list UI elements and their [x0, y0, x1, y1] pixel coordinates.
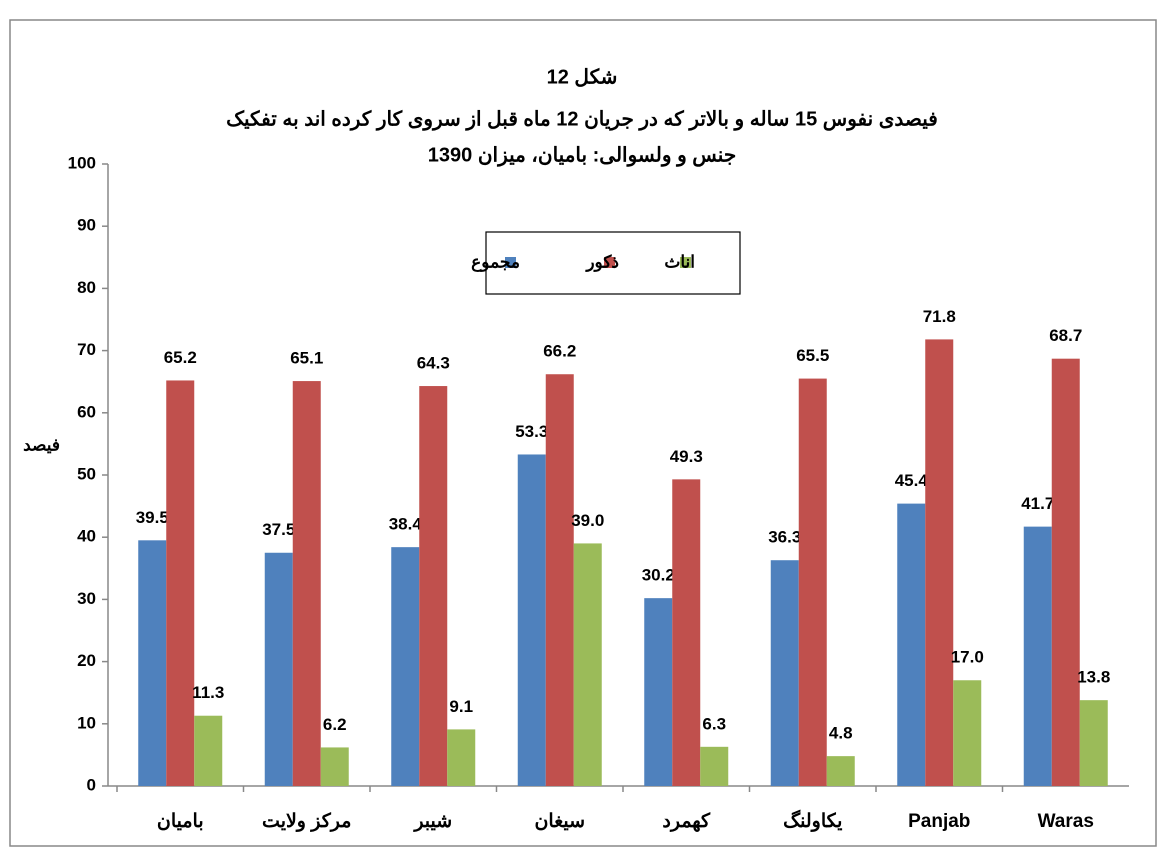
y-tick-label: 80 — [77, 278, 96, 297]
data-label: 36.3 — [768, 528, 801, 547]
bar — [391, 547, 420, 786]
x-tick-label: Waras — [1038, 811, 1094, 832]
bar — [545, 374, 574, 786]
legend-label: ذکور — [584, 252, 619, 272]
y-tick-label: 70 — [77, 340, 96, 359]
y-tick-label: 60 — [77, 402, 96, 421]
data-label: 6.3 — [702, 714, 726, 733]
legend-swatch — [505, 257, 516, 268]
bar — [953, 680, 982, 786]
data-label: 64.3 — [417, 354, 450, 373]
x-tick-label: یکاولنگ — [783, 809, 842, 832]
y-tick-label: 0 — [87, 775, 96, 794]
data-label: 37.5 — [262, 520, 295, 539]
y-tick-label: 40 — [77, 527, 96, 546]
x-tick-label: Panjab — [908, 811, 970, 832]
bar — [292, 381, 321, 786]
y-tick-label: 20 — [77, 651, 96, 670]
bar — [770, 560, 799, 786]
bar — [194, 715, 223, 786]
legend-label: مجموع — [471, 252, 520, 272]
x-tick-label: کهمرد — [662, 811, 711, 832]
x-tick-label: بامیان — [157, 811, 204, 832]
data-label: 30.2 — [642, 566, 675, 585]
data-label: 4.8 — [829, 724, 853, 743]
bar — [138, 540, 167, 786]
bar — [826, 756, 855, 786]
bar — [166, 380, 195, 786]
data-label: 49.3 — [670, 447, 703, 466]
y-tick-label: 90 — [77, 216, 96, 235]
data-label: 39.0 — [571, 511, 604, 530]
data-label: 68.7 — [1049, 326, 1082, 345]
data-label: 66.2 — [543, 342, 576, 361]
legend-swatch — [680, 257, 691, 268]
data-label: 45.4 — [895, 471, 929, 490]
x-tick-label: سیغان — [534, 811, 585, 832]
data-label: 9.1 — [449, 697, 473, 716]
bar — [644, 598, 673, 786]
y-tick-label: 100 — [68, 153, 96, 172]
data-label: 53.3 — [515, 422, 548, 441]
bar — [1079, 700, 1108, 786]
y-axis-label: فیصد — [23, 435, 60, 454]
data-label: 13.8 — [1077, 668, 1110, 687]
chart-title: فیصدی نفوس 15 ساله و بالاتر که در جریان … — [226, 108, 938, 131]
chart-title: جنس و ولسوالی: بامیان، میزان 1390 — [428, 144, 736, 167]
legend-label: اناث — [664, 252, 695, 271]
data-label: 38.4 — [389, 515, 423, 534]
data-label: 65.2 — [164, 348, 197, 367]
bar — [419, 386, 448, 786]
bar — [798, 378, 827, 786]
bar — [517, 454, 546, 786]
data-label: 65.5 — [796, 346, 829, 365]
data-label: 41.7 — [1021, 494, 1054, 513]
bar — [320, 747, 349, 786]
bar — [897, 503, 926, 786]
bar — [573, 543, 602, 786]
data-label: 39.5 — [136, 508, 169, 527]
data-label: 71.8 — [923, 307, 956, 326]
bar — [700, 746, 729, 786]
data-label: 11.3 — [192, 683, 224, 702]
chart-title: شکل 12 — [547, 66, 618, 88]
bar — [447, 729, 476, 786]
bar — [1023, 526, 1052, 786]
bar — [1051, 358, 1080, 786]
y-tick-label: 30 — [77, 589, 96, 608]
bar — [672, 479, 701, 786]
data-label: 17.0 — [951, 648, 984, 667]
x-tick-label: مرکز ولایت — [262, 811, 351, 832]
x-tick-label: شیبر — [412, 811, 452, 832]
y-tick-label: 10 — [77, 713, 96, 732]
bar — [925, 339, 954, 786]
data-label: 65.1 — [290, 349, 323, 368]
legend-swatch — [604, 257, 615, 268]
data-label: 6.2 — [323, 715, 347, 734]
y-tick-label: 50 — [77, 464, 96, 483]
bar — [264, 552, 293, 786]
